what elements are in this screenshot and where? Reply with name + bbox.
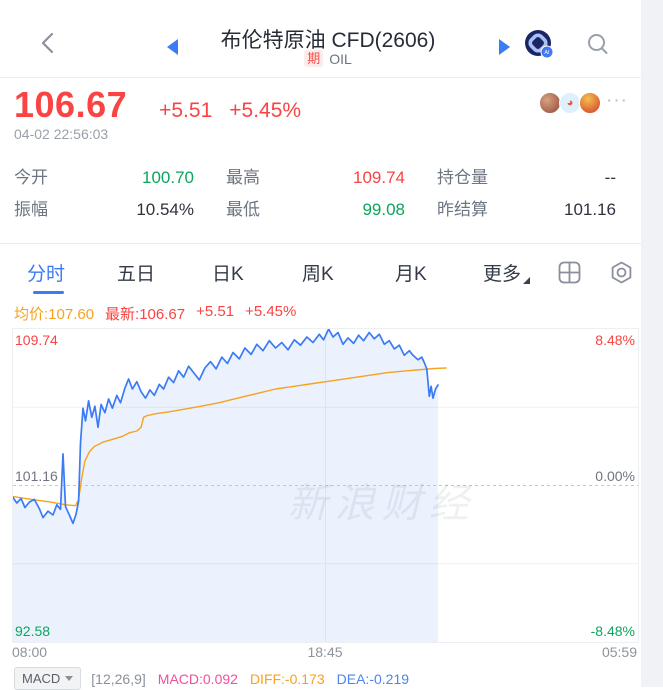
- social-avatars[interactable]: ◕: [539, 92, 601, 114]
- prev-instrument-arrow-icon[interactable]: [167, 39, 178, 55]
- quote-row: 106.67 +5.51 +5.45%: [14, 84, 301, 126]
- header-divider: [0, 77, 641, 78]
- active-tab-underline: [33, 291, 64, 294]
- tab-more[interactable]: 更多: [483, 259, 531, 286]
- sina-ai-logo[interactable]: AI: [524, 29, 554, 59]
- grid-layout-icon: [558, 261, 581, 284]
- stat-label: 昨结算: [437, 200, 488, 219]
- stat-label: 最高: [226, 168, 260, 187]
- section-divider: [0, 243, 641, 244]
- dea-value: DEA:-0.219: [336, 670, 410, 687]
- stat-value: 99.08: [362, 200, 405, 219]
- indicator-selector-label: MACD: [22, 671, 61, 686]
- settings-icon: [611, 261, 632, 284]
- time-axis-mid: 18:45: [307, 644, 343, 660]
- next-instrument-arrow-icon[interactable]: [499, 39, 510, 55]
- diff-value: DIFF:-0.173: [249, 670, 325, 687]
- y-axis-baseline-percent: 0.00%: [595, 468, 635, 484]
- chevron-left-icon: [41, 32, 54, 54]
- stat-label: 持仓量: [437, 168, 488, 187]
- stat-label: 振幅: [14, 200, 48, 219]
- stat-value: 109.74: [353, 168, 405, 187]
- avg-price-label: 均价:107.60: [14, 306, 95, 323]
- tab-minute[interactable]: 分时: [27, 264, 66, 285]
- stat-value: 10.54%: [136, 200, 194, 219]
- quote-timestamp: 04-02 22:56:03: [14, 126, 109, 142]
- corner-triangle-icon: [523, 277, 531, 284]
- stat-value: 100.70: [142, 168, 194, 187]
- stat-label: 今开: [14, 168, 48, 187]
- tab-monthly-k[interactable]: 月K: [395, 264, 427, 285]
- page-right-gutter: [641, 0, 663, 687]
- y-axis-max-price: 109.74: [15, 332, 58, 348]
- tab-daily-k[interactable]: 日K: [212, 264, 244, 285]
- indicator-params: [12,26,9]: [91, 670, 146, 687]
- latest-price-label: 最新:106.67: [105, 306, 186, 323]
- tab-five-day[interactable]: 五日: [117, 264, 156, 285]
- time-axis-end: 05:59: [601, 644, 637, 660]
- time-axis-start: 08:00: [12, 644, 48, 660]
- stat-amplitude: 振幅 10.54%: [14, 194, 194, 226]
- search-icon: [588, 34, 608, 54]
- minute-chart-canvas[interactable]: [13, 329, 638, 642]
- stat-value: --: [604, 168, 616, 187]
- latest-change-pct-label: +5.45%: [245, 303, 297, 320]
- tab-more-label: 更多: [483, 264, 522, 285]
- tab-weekly-k[interactable]: 周K: [302, 264, 334, 285]
- y-axis-min-percent: -8.48%: [590, 623, 635, 639]
- stat-label: 最低: [226, 200, 260, 219]
- futures-badge: 期: [304, 50, 324, 67]
- price-change: +5.51: [159, 99, 213, 122]
- chart-info-line: 均价:107.60 最新:106.67 +5.51 +5.45%: [14, 303, 307, 324]
- time-axis: 08:00 18:45 05:59: [12, 644, 637, 662]
- more-options-icon[interactable]: ···: [606, 90, 628, 111]
- weibo-avatar[interactable]: ◕: [559, 92, 581, 114]
- stat-open: 今开 100.70: [14, 162, 194, 194]
- y-axis-min-price: 92.58: [15, 623, 51, 639]
- chart-tabbar: 分时 五日 日K 周K 月K 更多: [0, 250, 641, 298]
- avatar[interactable]: [539, 92, 561, 114]
- macd-value: MACD:0.092: [157, 670, 238, 687]
- stat-value: 101.16: [564, 200, 616, 219]
- symbol-code: OIL: [329, 51, 352, 67]
- latest-change-label: +5.51: [196, 303, 235, 320]
- stat-open-interest: 持仓量 --: [437, 162, 616, 194]
- stat-high: 最高 109.74: [226, 162, 405, 194]
- search-button[interactable]: [586, 32, 610, 56]
- symbol-subtitle: 期 OIL: [188, 50, 468, 67]
- stat-prev-settlement: 昨结算 101.16: [437, 194, 616, 226]
- y-axis-baseline-price: 101.16: [15, 468, 58, 484]
- svg-text:AI: AI: [544, 50, 550, 56]
- stats-grid: 今开 100.70 最高 109.74 持仓量 -- 振幅 10.54% 最低 …: [14, 162, 623, 226]
- chevron-down-icon: [65, 676, 74, 681]
- weibo-eye-icon: ◕: [566, 97, 574, 109]
- y-axis-max-percent: 8.48%: [595, 332, 635, 348]
- back-button[interactable]: [36, 30, 62, 56]
- avatar[interactable]: [579, 92, 601, 114]
- chart-settings-button[interactable]: [609, 260, 634, 285]
- price-change-percent: +5.45%: [229, 99, 302, 122]
- stat-low: 最低 99.08: [226, 194, 405, 226]
- grid-layout-button[interactable]: [557, 260, 582, 285]
- last-price: 106.67: [14, 84, 128, 125]
- minute-chart[interactable]: 新浪财经 109.74 8.48% 101.16 0.00% 92.58 -8.…: [12, 328, 639, 643]
- page-title: 布伦特原油 CFD(2606): [220, 29, 436, 52]
